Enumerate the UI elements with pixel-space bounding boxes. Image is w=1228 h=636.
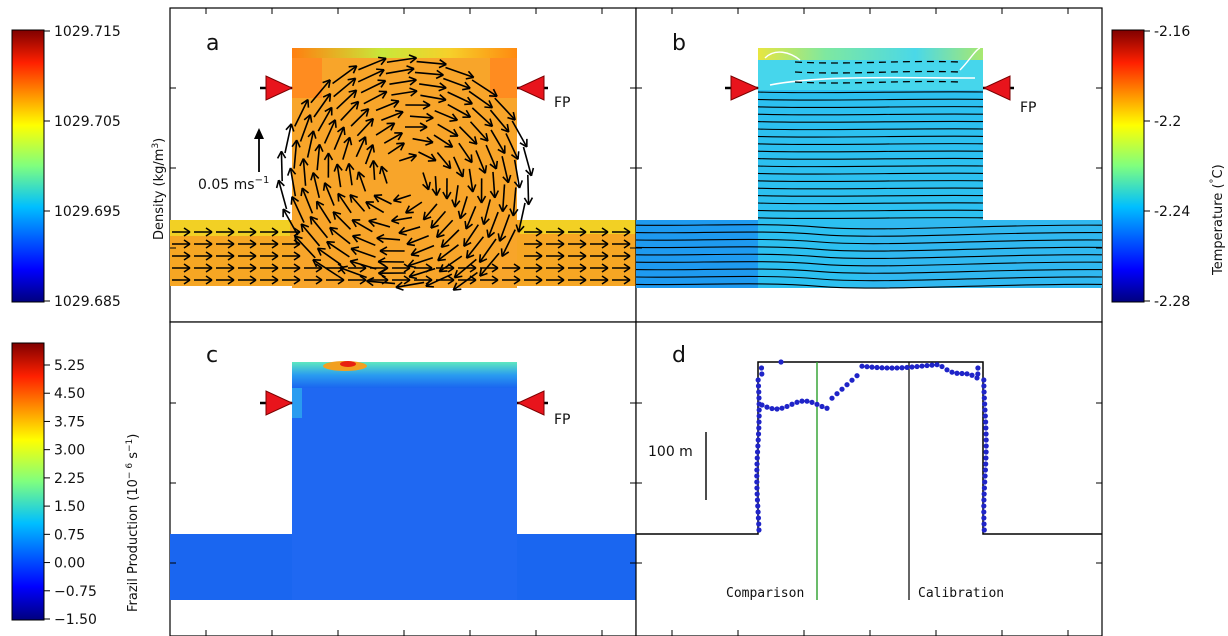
colorbar-frazil-tick: 5.25 xyxy=(54,358,85,374)
colorbar-frazil-tick: 2.25 xyxy=(54,471,85,487)
colorbar-frazil-tick: −1.50 xyxy=(54,612,97,628)
colorbar-density-tick: 1029.715 xyxy=(54,24,121,40)
colorbar-density-tick: 1029.705 xyxy=(54,114,121,130)
comparison-label: Comparison xyxy=(726,586,804,601)
colorbar-density-tick: 1029.695 xyxy=(54,204,121,220)
panel-b: FP b xyxy=(635,7,1103,323)
fp-marker-right xyxy=(982,75,1014,101)
panel-letter: c xyxy=(206,343,218,368)
fp-marker-right xyxy=(516,390,548,416)
colorbar-frazil-tick: 0.00 xyxy=(54,556,85,572)
colorbar-density-label: Density (kg/m3) xyxy=(151,138,167,240)
colorbar-frazil-label: Frazil Production (10− 6 s−1) xyxy=(125,434,141,612)
isotherm-contours xyxy=(635,91,1103,289)
velocity-scale-arrow xyxy=(254,128,264,172)
panel-c: FP c xyxy=(169,321,637,636)
colorbar-density-tick: 1029.685 xyxy=(54,294,121,310)
colorbar-temperature-tick: -2.24 xyxy=(1154,204,1190,220)
colorbar-frazil-tick: −0.75 xyxy=(54,584,97,600)
fp-marker-left xyxy=(725,75,760,101)
colorbar-temperature-tick: -2.28 xyxy=(1154,294,1190,310)
velocity-vectors xyxy=(172,54,631,291)
colorbar-frazil-tick: 3.00 xyxy=(54,443,85,459)
colorbar-temperature: -2.16 -2.2 -2.24 -2.28 Temperature (°C) xyxy=(1111,24,1226,310)
colorbar-frazil: 5.25 4.50 3.75 3.00 2.25 1.50 0.75 0.00 −0.75 −1.… xyxy=(11,342,141,628)
profile-dots xyxy=(754,359,989,533)
colorbar-frazil-tick: 4.50 xyxy=(54,386,85,402)
velocity-scale-label: 0.05 ms−1 xyxy=(198,175,269,193)
fp-label: FP xyxy=(554,412,571,428)
scale-label: 100 m xyxy=(648,444,693,460)
fp-label: FP xyxy=(1020,100,1037,116)
panel-d: 100 m Comparison Calibration d xyxy=(635,321,1103,636)
fp-label: FP xyxy=(554,95,571,111)
colorbar-frazil-tick: 1.50 xyxy=(54,499,85,515)
colorbar-temperature-tick: -2.16 xyxy=(1154,24,1190,40)
fp-marker-left xyxy=(260,75,294,101)
panel-letter: a xyxy=(206,31,219,56)
fp-marker-right xyxy=(516,75,548,101)
colorbar-frazil-tick: 3.75 xyxy=(54,414,85,430)
panel-letter: d xyxy=(672,343,686,368)
colorbar-temperature-tick: -2.2 xyxy=(1154,114,1181,130)
calibration-label: Calibration xyxy=(918,586,1004,601)
colorbar-density: 1029.715 1029.705 1029.695 1029.685 Dens… xyxy=(11,24,167,310)
cavity-outline xyxy=(636,361,1102,535)
colorbar-frazil-tick: 0.75 xyxy=(54,527,85,543)
panel-a: 0.05 ms−1 FP a xyxy=(169,7,637,323)
colorbar-temperature-label: Temperature (°C) xyxy=(1209,164,1226,276)
panel-letter: b xyxy=(672,31,686,56)
fp-marker-left xyxy=(260,390,294,416)
